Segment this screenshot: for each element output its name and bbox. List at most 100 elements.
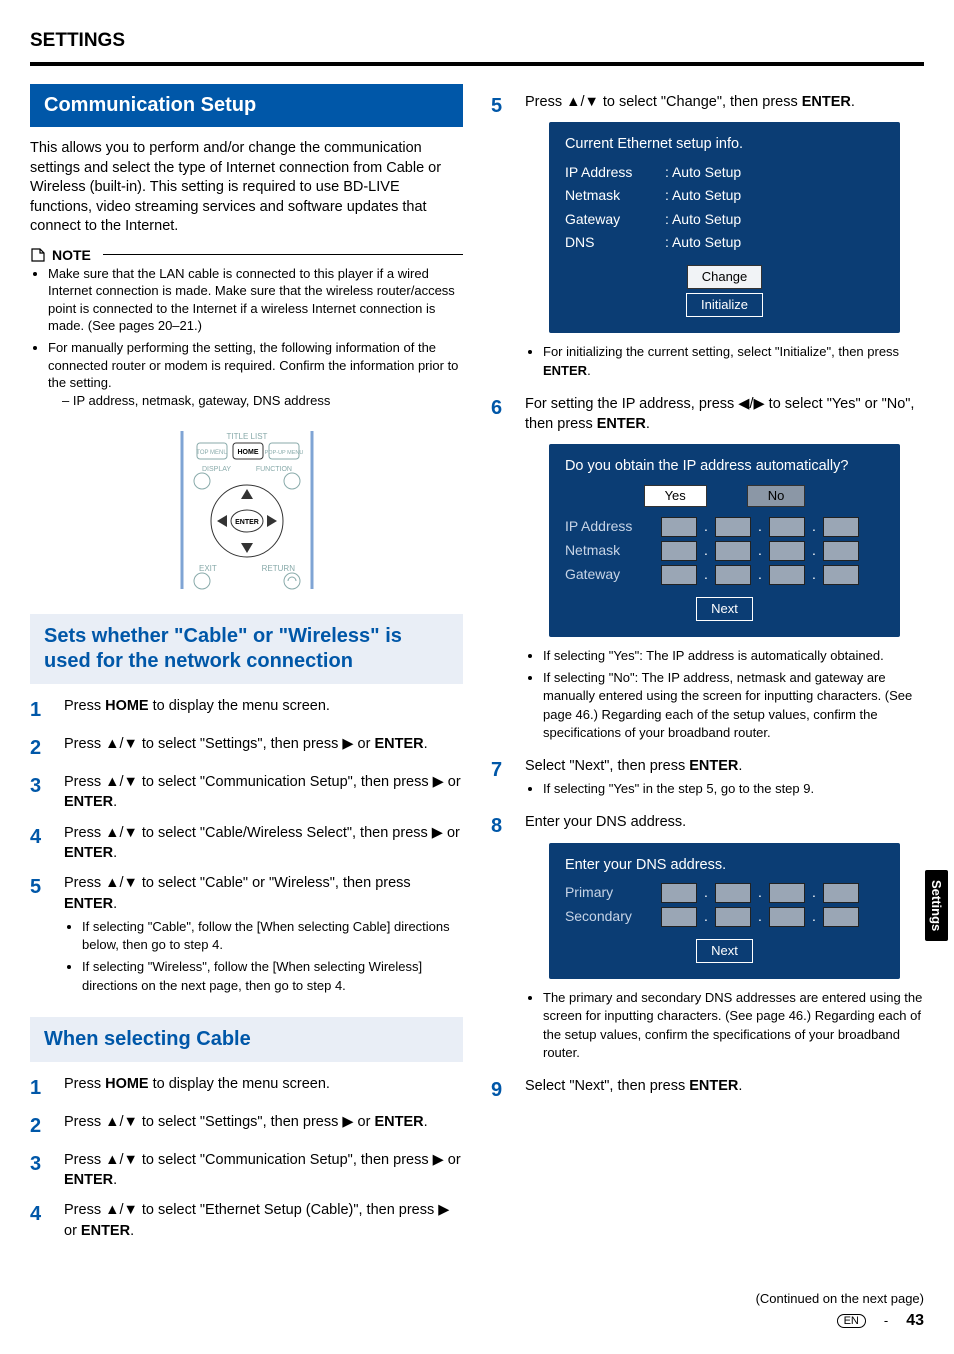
step-number: 5 [491,92,511,384]
ip-segment[interactable] [661,883,697,903]
osd-value: : Auto Setup [665,163,741,183]
step-body: Press ▲/▼ to select "Settings", then pre… [64,1112,463,1140]
remote-enter-label: ENTER [235,519,259,526]
step-number: 4 [30,1200,50,1241]
remote-title-list: TITLE LIST [226,432,267,441]
ip-segment[interactable] [661,517,697,537]
steps-cable-wireless: 1 Press HOME to display the menu screen.… [30,696,463,999]
osd-next-button[interactable]: Next [696,939,753,963]
osd-yes-option[interactable]: Yes [644,485,707,507]
ip-segment[interactable] [769,541,805,561]
step-body: Press ▲/▼ to select "Cable/Wireless Sele… [64,823,463,864]
continued-text: (Continued on the next page) [756,1291,924,1306]
note-list: Make sure that the LAN cable is connecte… [30,265,463,409]
ip-segment[interactable] [823,565,859,585]
ip-segment[interactable] [769,517,805,537]
step-number: 5 [30,873,50,998]
heading-comm-setup: Communication Setup [30,84,463,127]
step-number: 2 [30,734,50,762]
step-number: 2 [30,1112,50,1140]
note-subdash: – IP address, netmask, gateway, DNS addr… [62,392,463,410]
ip-segment[interactable] [769,565,805,585]
svg-text:POP-UP MENU: POP-UP MENU [264,450,303,456]
step-body: Enter your DNS address. Enter your DNS a… [525,812,924,1066]
heading-when-cable: When selecting Cable [30,1017,463,1062]
heading-cable-wireless: Sets whether "Cable" or "Wireless" is us… [30,614,463,684]
note-label-text: NOTE [52,247,91,263]
step-number: 1 [30,1074,50,1102]
ip-segment[interactable] [823,907,859,927]
page-number: 43 [906,1312,924,1330]
sub-bullet: If selecting "Yes": The IP address is au… [543,647,924,665]
page-number-row: EN - 43 [30,1312,924,1330]
ip-segment[interactable] [661,565,697,585]
step-number: 8 [491,812,511,1066]
ip-segment[interactable] [769,907,805,927]
osd-label: Gateway [565,210,655,230]
steps-when-cable: 1 Press HOME to display the menu screen.… [30,1074,463,1241]
osd-no-option[interactable]: No [747,485,806,507]
note-header: NOTE [30,247,463,263]
step-number: 7 [491,756,511,802]
osd-next-button[interactable]: Next [696,597,753,621]
svg-text:TOP MENU: TOP MENU [196,450,227,456]
osd-label: Netmask [565,186,655,206]
step-body: Press ▲/▼ to select "Change", then press… [525,92,924,384]
note-rule [103,254,463,255]
step-body: Press ▲/▼ to select "Communication Setup… [64,772,463,813]
remote-illustration: TITLE LIST TOP MENU HOME POP-UP MENU DIS… [30,421,463,596]
ip-segment[interactable] [715,541,751,561]
step-body: Press HOME to display the menu screen. [64,696,463,724]
sub-bullet: If selecting "Wireless", follow the [Whe… [82,958,463,994]
ip-segment[interactable] [769,883,805,903]
osd-label: Secondary [565,907,655,927]
ip-segment[interactable] [823,517,859,537]
lang-badge: EN [837,1314,866,1328]
right-column: 5 Press ▲/▼ to select "Change", then pre… [491,84,924,1251]
osd-label: Netmask [565,541,655,561]
step-body: For setting the IP address, press ◀/▶ to… [525,394,924,746]
step-body: Press HOME to display the menu screen. [64,1074,463,1102]
sub-bullet: If selecting "Yes" in the step 5, go to … [543,780,924,798]
page-footer: (Continued on the next page) [30,1291,924,1306]
side-tab-settings: Settings [925,870,948,941]
osd-ip-auto: Do you obtain the IP address automatical… [549,444,900,637]
step-number: 1 [30,696,50,724]
note-icon [30,248,46,262]
step-number: 6 [491,394,511,746]
osd-title: Do you obtain the IP address automatical… [565,456,884,476]
step-number: 3 [30,1150,50,1191]
sub-bullet: If selecting "Cable", follow the [When s… [82,918,463,954]
ip-segment[interactable] [715,907,751,927]
ip-segment[interactable] [823,883,859,903]
svg-text:DISPLAY: DISPLAY [202,466,231,473]
step-body: Press ▲/▼ to select "Cable" or "Wireless… [64,873,463,998]
left-column: Communication Setup This allows you to p… [30,84,463,1251]
step-body: Select "Next", then press ENTER. If sele… [525,756,924,802]
remote-home-label: HOME [237,449,258,456]
step-number: 9 [491,1076,511,1104]
osd-value: : Auto Setup [665,233,741,253]
ip-segment[interactable] [715,883,751,903]
osd-dns: Enter your DNS address. Primary ... Seco… [549,843,900,979]
osd-label: Gateway [565,565,655,585]
ip-segment[interactable] [715,517,751,537]
svg-text:RETURN: RETURN [261,564,295,573]
svg-text:FUNCTION: FUNCTION [255,466,291,473]
osd-initialize-button[interactable]: Initialize [686,293,763,317]
note-item: For manually performing the setting, the… [48,339,463,409]
ip-segment[interactable] [715,565,751,585]
osd-value: : Auto Setup [665,210,741,230]
ip-segment[interactable] [661,907,697,927]
osd-value: : Auto Setup [665,186,741,206]
ip-segment[interactable] [661,541,697,561]
step-body: Select "Next", then press ENTER. [525,1076,924,1104]
osd-change-button[interactable]: Change [687,265,763,289]
steps-right: 5 Press ▲/▼ to select "Change", then pre… [491,92,924,1104]
osd-label: Primary [565,883,655,903]
ip-segment[interactable] [823,541,859,561]
svg-text:EXIT: EXIT [199,564,217,573]
section-header: SETTINGS [30,30,924,52]
step-number: 3 [30,772,50,813]
osd-label: IP Address [565,517,655,537]
